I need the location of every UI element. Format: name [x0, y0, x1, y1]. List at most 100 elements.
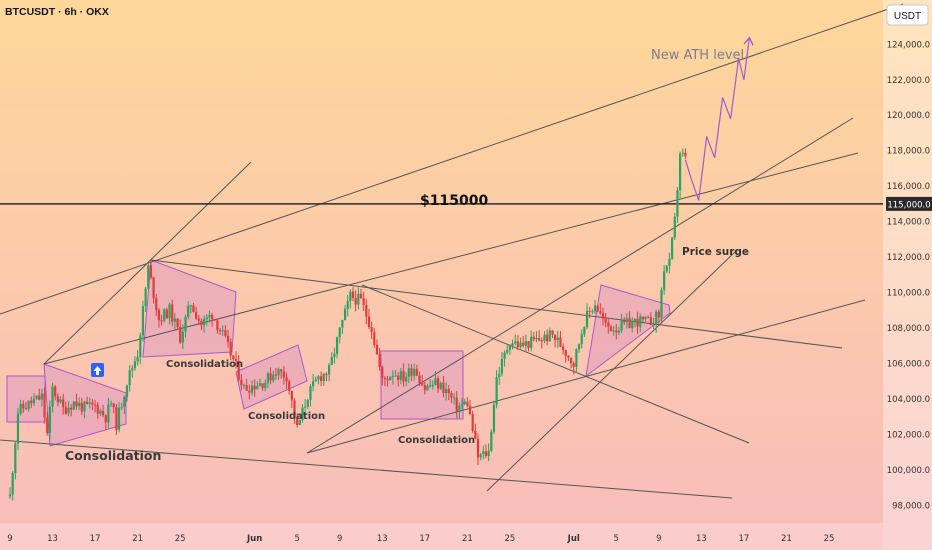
candle-body	[306, 399, 309, 407]
candle-body	[168, 304, 171, 319]
candle-body	[195, 311, 198, 319]
candle-body	[256, 386, 259, 390]
currency-badge[interactable]	[886, 4, 929, 26]
candle-body	[293, 400, 296, 418]
candle-body	[370, 327, 373, 333]
candle-body	[14, 443, 17, 473]
x-tick-label: 9	[656, 534, 661, 544]
x-tick-label: 21	[781, 534, 792, 544]
candle-body	[141, 306, 145, 336]
candle-body	[668, 258, 671, 266]
candle-body	[452, 397, 456, 399]
candle-body	[421, 382, 424, 386]
candle-body	[117, 407, 121, 430]
candle-body	[365, 305, 368, 317]
candle-body	[157, 310, 161, 321]
candle-body	[378, 354, 381, 367]
candle-body	[655, 311, 658, 325]
surge-label: Price surge	[682, 246, 749, 258]
candle-body	[112, 403, 115, 408]
candle-body	[48, 406, 51, 434]
y-tick-label: 122,000.0	[887, 76, 930, 86]
candle-body	[226, 335, 230, 342]
candle-body	[290, 390, 293, 401]
candle-body	[218, 330, 222, 332]
x-tick-label: 9	[337, 534, 342, 544]
candle-body	[22, 403, 25, 409]
candle-body	[341, 320, 344, 328]
x-tick-label: 17	[738, 534, 749, 544]
candle-body	[354, 297, 357, 305]
candle-body	[338, 327, 341, 338]
candle-body	[144, 288, 147, 307]
candle-body	[149, 265, 153, 278]
candles	[8, 148, 687, 501]
candle-body	[407, 368, 410, 377]
candle-body	[399, 371, 402, 380]
candle-body	[250, 385, 254, 393]
candle-body	[125, 385, 129, 397]
candle-body	[109, 403, 113, 405]
candle-body	[171, 304, 174, 322]
candle-body	[397, 375, 400, 380]
candle-body	[120, 406, 123, 408]
consolidation-label-1: Consolidation	[65, 448, 161, 463]
candle-body	[96, 404, 99, 414]
candle-body	[349, 291, 352, 302]
candle-body	[423, 385, 426, 391]
symbol-title[interactable]: BTCUSDT · 6h · OKX	[5, 6, 109, 18]
candle-body	[296, 417, 299, 425]
x-tick-label: 21	[132, 534, 143, 544]
candle-body	[503, 352, 506, 359]
candle-body	[240, 379, 243, 386]
candle-body	[282, 371, 285, 378]
candle-body	[495, 377, 498, 405]
candle-body	[500, 358, 504, 374]
candle-body	[596, 305, 599, 312]
candle-body	[51, 386, 54, 407]
candle-body	[663, 271, 666, 291]
consolidation-label-4: Consolidation	[398, 435, 475, 446]
time-axis: 9 13 17 21 25 Jun 5 9 13 17 21 25 Jul 5 9 13 17 21 25	[7, 534, 834, 544]
candle-body	[628, 318, 631, 329]
candle-body	[128, 370, 131, 386]
candle-body	[72, 401, 75, 410]
rising-support-line	[486, 250, 737, 492]
candle-body	[405, 376, 408, 382]
level-label: $115000	[420, 193, 488, 209]
buy-signal-icon[interactable]	[91, 363, 104, 377]
candle-body	[402, 371, 405, 382]
candle-body	[548, 330, 551, 342]
candle-body	[527, 341, 530, 349]
candle-body	[367, 316, 371, 328]
candle-body	[35, 395, 38, 400]
x-tick-label: 25	[824, 534, 835, 544]
candle-body	[437, 378, 440, 389]
candle-body	[522, 342, 525, 346]
candle-body	[189, 305, 192, 307]
candle-body	[301, 407, 304, 421]
candle-body	[59, 399, 62, 403]
candle-body	[476, 438, 480, 458]
candle-body	[298, 420, 301, 425]
x-tick-label: 21	[462, 534, 473, 544]
candle-body	[429, 385, 432, 387]
candle-body	[237, 360, 240, 380]
candle-body	[514, 341, 517, 344]
candle-body	[559, 337, 562, 347]
candle-body	[115, 407, 118, 430]
candle-body	[580, 334, 583, 345]
candle-body	[362, 298, 365, 306]
candle-body	[665, 265, 668, 272]
candle-body	[479, 454, 482, 458]
candle-body	[546, 334, 549, 342]
candle-body	[285, 377, 288, 382]
candle-body	[442, 382, 445, 393]
candle-body	[585, 310, 589, 328]
candle-body	[258, 383, 262, 387]
candle-body	[444, 388, 448, 393]
candle-body	[519, 342, 522, 348]
candle-body	[434, 378, 437, 385]
y-tick-label: 98,000.0	[892, 501, 930, 511]
